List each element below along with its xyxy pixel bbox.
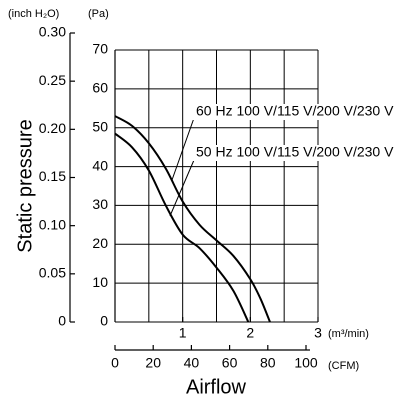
- x-axis-title: Airflow: [186, 376, 247, 398]
- y2-tick-label: 0: [58, 313, 66, 329]
- y-tick-label: 50: [92, 118, 108, 134]
- y-tick-label: 60: [92, 80, 108, 96]
- annotation: 60 Hz 100 V/115 V/200 V/230 V: [196, 103, 394, 119]
- x2-tick-label: 20: [145, 355, 161, 371]
- y-unit-label: (Pa): [88, 8, 109, 20]
- x2-tick-label: 0: [111, 355, 119, 371]
- x2-tick-label: 60: [222, 355, 238, 371]
- y2-tick-label: 0.30: [39, 24, 66, 40]
- y-tick-label: 40: [92, 157, 108, 173]
- pointer: [169, 159, 195, 217]
- label-bg: [190, 145, 400, 161]
- y-tick-label: 0: [100, 313, 108, 329]
- y-tick-label: 70: [92, 41, 108, 57]
- x-unit-label: (m³/min): [328, 328, 369, 340]
- y-tick-label: 30: [92, 196, 108, 212]
- y-tick-label: 20: [92, 235, 108, 251]
- x-tick-label: 3: [314, 325, 322, 341]
- pointer: [171, 117, 195, 181]
- x2-unit-label: (CFM): [328, 360, 359, 372]
- y2-tick-label: 0.15: [39, 168, 66, 184]
- y2-tick-label: 0.20: [39, 120, 66, 136]
- x-tick-label: 1: [179, 325, 187, 341]
- y2-tick-label: 0.25: [39, 72, 66, 88]
- x2-tick-label: 100: [294, 355, 318, 371]
- y2-tick-label: 0.05: [39, 265, 66, 281]
- label-bg: [190, 104, 400, 120]
- annotation: 50 Hz 100 V/115 V/200 V/230 V: [196, 144, 394, 160]
- x2-tick-label: 40: [184, 355, 200, 371]
- y-tick-label: 10: [92, 274, 108, 290]
- y-axis-title: Static pressure: [14, 119, 36, 252]
- y2-unit-label: (inch H₂O): [8, 8, 59, 20]
- curve: [114, 132, 250, 323]
- y2-tick-label: 0.10: [39, 216, 66, 232]
- x2-tick-label: 80: [260, 355, 276, 371]
- curve: [114, 115, 271, 323]
- x-tick-label: 2: [246, 325, 254, 341]
